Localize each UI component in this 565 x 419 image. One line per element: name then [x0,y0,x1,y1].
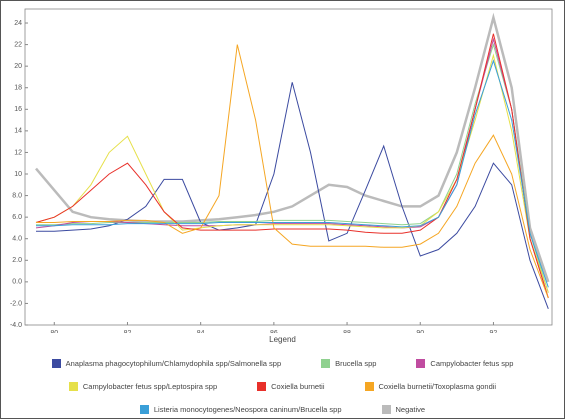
legend-row: Listeria monocytogenes/Neospora caninum/… [1,398,564,418]
legend: Legend Anaplasma phagocytophilum/Chlamyd… [1,335,564,418]
legend-swatch [416,359,426,368]
legend-swatch [321,359,331,368]
legend-label: Brucella spp [335,359,377,368]
y-tick-label: 12 [14,149,22,156]
x-tick-label: 92 [490,330,498,333]
legend-item[interactable]: Anaplasma phagocytophilum/Chlamydophila … [51,359,282,368]
x-tick-label: 82 [124,330,132,333]
y-tick-label: -4.0 [10,322,22,329]
series-line [36,82,549,309]
legend-row: Campylobacter fetus spp/Leptospira spp Co… [1,375,564,398]
series-line [36,59,549,288]
legend-item[interactable]: Negative [381,405,426,414]
y-tick-label: -2.0 [10,300,22,307]
series-line [35,33,549,299]
legend-swatch [51,359,61,368]
y-tick-label: 10 [14,171,22,178]
legend-swatch [139,405,149,414]
series-line [36,42,549,293]
legend-label: Listeria monocytogenes/Neospora caninum/… [153,405,342,414]
legend-item[interactable]: Coxiella burnetii/Toxoplasma gondii [364,382,497,391]
x-tick-label: 80 [50,330,58,333]
chart: 24 22 20 18 16 14 12 10 8.0 6.0 4.0 2.0 0.0 -2.0 -4.0 8… [10,8,553,337]
y-tick-label: 24 [14,20,22,27]
series-line [35,12,550,283]
legend-item[interactable]: Coxiella burnetii [257,382,325,391]
x-tick-label: 88 [343,330,351,333]
plot-frame [24,8,553,326]
legend-title: Legend [269,335,296,344]
legend-label: Coxiella burnetii [271,382,325,391]
y-tick-label: 20 [14,63,22,70]
legend-label: Campylobacter fetus spp/Leptospira spp [82,382,218,391]
legend-item[interactable]: Listeria monocytogenes/Neospora caninum/… [139,405,342,414]
legend-swatch [68,382,78,391]
legend-swatch [381,405,391,414]
legend-item[interactable]: Brucella spp [321,359,376,368]
series-line [35,37,549,299]
series-line [36,44,549,299]
legend-label: Coxiella burnetii/Toxoplasma gondii [378,382,497,391]
y-tick-label: 2.0 [12,257,22,264]
y-tick-label: 8.0 [12,192,22,199]
y-tick-label: 18 [14,85,22,92]
x-tick-label: 90 [416,330,424,333]
legend-swatch [364,382,374,391]
y-tick-label: 4.0 [12,236,22,243]
x-tick-label: 86 [270,330,278,333]
legend-row: Anaplasma phagocytophilum/Chlamydophila … [1,352,564,375]
legend-label: Negative [395,405,426,414]
legend-swatch [257,382,267,391]
y-tick-label: 16 [14,106,22,113]
series-line [35,53,549,293]
y-tick-label: 14 [14,128,22,135]
y-tick-label: 0.0 [12,279,22,286]
y-tick-label: 6.0 [12,214,22,221]
legend-label: Anaplasma phagocytophilum/Chlamydophila … [65,359,282,368]
legend-item[interactable]: Campylobacter fetus spp [416,359,513,368]
legend-label: Campylobacter fetus spp [430,359,514,368]
y-tick-label: 22 [14,41,22,48]
x-tick-label: 84 [197,330,205,333]
legend-item[interactable]: Campylobacter fetus spp/Leptospira spp [68,382,218,391]
